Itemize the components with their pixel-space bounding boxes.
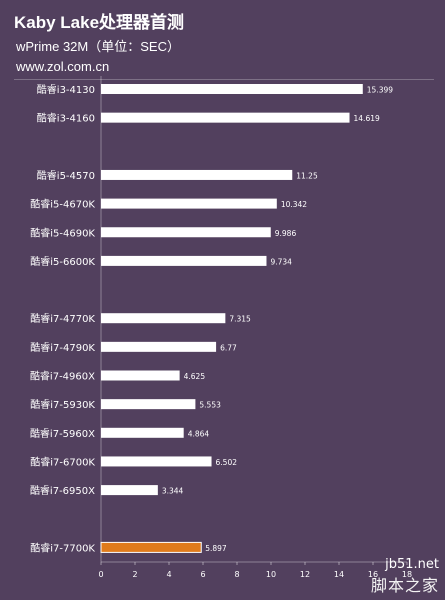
source-site: www.zol.com.cn <box>16 59 110 74</box>
x-tick-label: 0 <box>98 570 103 579</box>
watermark-name: 脚本之家 <box>370 576 439 595</box>
category-label: 酷睿i7-6700K <box>30 455 95 468</box>
x-tick-label: 2 <box>132 570 137 579</box>
bar <box>101 169 293 180</box>
x-tick-label: 6 <box>200 570 205 579</box>
bar-value-label: 14.619 <box>354 114 380 123</box>
category-label: 酷睿i5-4670K <box>30 198 95 211</box>
category-label: 酷睿i7-5960X <box>30 427 95 440</box>
watermark: jb51.net 脚本之家 <box>371 557 439 596</box>
bar <box>101 485 158 496</box>
category-label: 酷睿i7-6950X <box>30 484 95 497</box>
bar <box>101 198 277 209</box>
bar <box>101 112 350 123</box>
category-label: 酷睿i5-6600K <box>30 255 95 268</box>
bar <box>101 84 363 94</box>
category-label: 酷睿i7-7700K <box>30 541 95 554</box>
bar-value-label: 7.315 <box>229 315 251 324</box>
category-label: 酷睿i5-4690K <box>30 226 95 239</box>
bar-value-label: 4.625 <box>184 372 206 381</box>
bar-value-label: 5.897 <box>205 544 227 553</box>
x-tick-label: 8 <box>234 570 239 579</box>
category-label: 酷睿i7-4960X <box>30 370 95 383</box>
chart-title: Kaby Lake处理器首测 <box>14 13 185 32</box>
chart-subtitle: wPrime 32M（单位：SEC） <box>16 39 180 54</box>
category-label: 酷睿i5-4570 <box>37 169 95 182</box>
bar-value-label: 11.25 <box>296 171 318 180</box>
bar-value-label: 6.77 <box>220 343 237 352</box>
bar-value-label: 5.553 <box>199 401 221 410</box>
bar <box>101 427 184 438</box>
header-divider <box>14 79 434 80</box>
bar <box>101 227 271 238</box>
bar <box>101 399 196 410</box>
x-tick-label: 10 <box>266 570 276 579</box>
bar-value-label: 15.399 <box>367 86 393 95</box>
bar-value-label: 6.502 <box>216 458 238 467</box>
watermark-site: jb51.net <box>385 557 439 572</box>
category-label: 酷睿i7-5930K <box>30 398 95 411</box>
bar-value-label: 9.986 <box>275 229 297 238</box>
bar <box>101 341 217 352</box>
x-tick-label: 4 <box>166 570 171 579</box>
category-label: 酷睿i7-4770K <box>30 312 95 325</box>
bar-value-label: 4.864 <box>188 429 210 438</box>
bar <box>101 456 212 467</box>
bar-value-label: 9.734 <box>270 257 292 266</box>
x-tick-label: 12 <box>300 570 310 579</box>
bar <box>101 313 226 324</box>
highlight-bar <box>100 541 202 553</box>
x-tick-label: 16 <box>368 570 378 579</box>
bar-value-label: 10.342 <box>281 200 307 209</box>
category-label: 酷睿i7-4790K <box>30 341 95 354</box>
bar <box>101 370 180 381</box>
x-tick-label: 18 <box>402 570 412 579</box>
x-tick-label: 14 <box>334 570 344 579</box>
category-label: 酷睿i3-4160 <box>37 112 95 125</box>
bar-value-label: 3.344 <box>162 487 184 496</box>
bar <box>101 255 267 266</box>
category-label: 酷睿i3-4130 <box>37 83 95 96</box>
